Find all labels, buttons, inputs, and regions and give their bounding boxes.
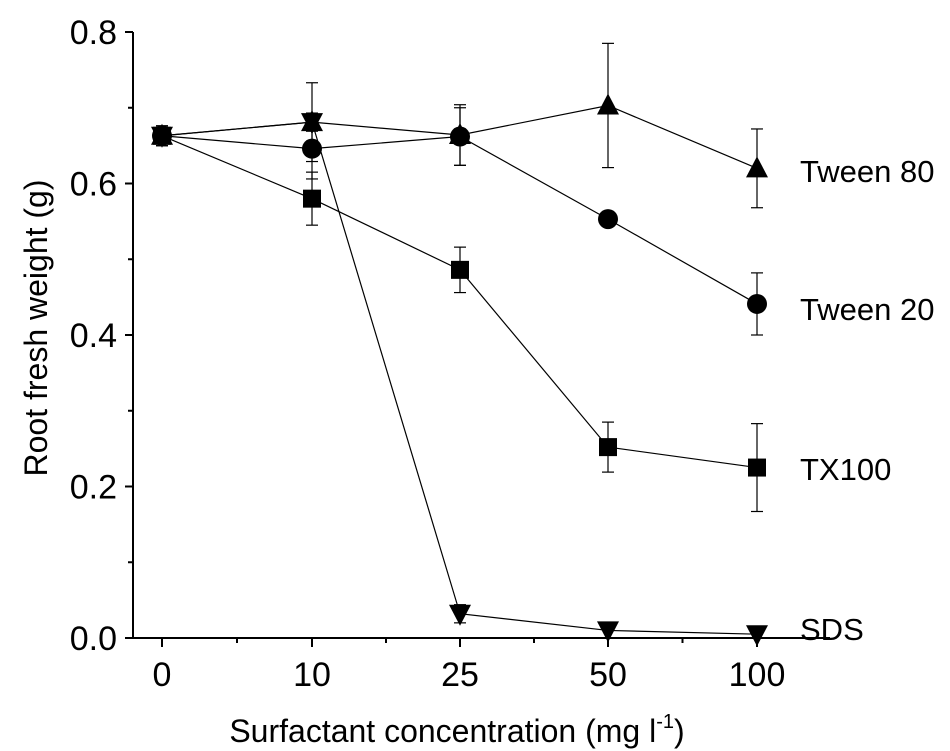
y-tick-label: 0.2 xyxy=(70,469,117,507)
x-axis-title-main: Surfactant concentration (mg l xyxy=(229,713,656,749)
series-label: Tween 20 xyxy=(800,292,934,327)
y-tick-label: 0.6 xyxy=(70,166,117,204)
y-tick-label: 0.4 xyxy=(70,317,117,355)
marker-square xyxy=(303,189,321,208)
marker-triangle-down xyxy=(449,604,471,626)
axes: 0.0 0.2 0.4 0.6 0.8 0 10 25 50 100 xyxy=(70,14,830,694)
y-tick-label: 0.0 xyxy=(70,620,117,658)
marker-circle xyxy=(598,209,618,230)
marker-triangle-down xyxy=(746,625,768,647)
marker-triangle-down xyxy=(597,621,619,643)
series-label: TX100 xyxy=(800,452,891,487)
series-tx100 xyxy=(153,125,766,513)
series-label: SDS xyxy=(800,612,864,647)
y-tick-label: 0.8 xyxy=(70,14,117,52)
x-axis-title-suffix: ) xyxy=(674,713,685,749)
marker-triangle-down xyxy=(301,113,323,135)
x-axis-title-superscript: -1 xyxy=(656,711,674,733)
marker-circle xyxy=(747,293,767,314)
x-tick-label: 0 xyxy=(153,656,172,694)
series-sds xyxy=(151,112,768,647)
x-tick-label: 10 xyxy=(293,656,331,694)
marker-square xyxy=(748,458,766,477)
marker-triangle-down xyxy=(151,126,173,148)
y-axis-title: Root fresh weight (g) xyxy=(18,179,54,476)
series-label: Tween 80 xyxy=(800,154,934,189)
series-group xyxy=(151,42,768,647)
marker-triangle-up xyxy=(597,93,619,115)
series-labels: Tween 80 Tween 20 TX100 SDS xyxy=(800,154,934,647)
series-line xyxy=(161,121,758,635)
x-tick-label: 100 xyxy=(729,656,786,694)
series-line xyxy=(161,135,758,469)
marker-square xyxy=(451,260,469,279)
marker-square xyxy=(599,438,617,457)
x-tick-label: 50 xyxy=(589,656,627,694)
x-axis-title: Surfactant concentration (mg l-1) xyxy=(229,711,684,749)
marker-triangle-up xyxy=(746,156,768,178)
x-tick-label: 25 xyxy=(441,656,479,694)
marker-circle xyxy=(450,126,470,147)
marker-circle xyxy=(302,138,322,159)
series-tween-20 xyxy=(152,107,767,336)
